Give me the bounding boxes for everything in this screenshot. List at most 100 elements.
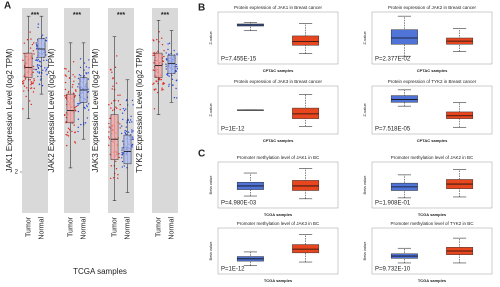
jitter-point <box>42 69 44 71</box>
jitter-point <box>171 84 174 86</box>
jitter-point <box>29 47 32 49</box>
jitter-point <box>156 38 158 41</box>
jitter-point <box>68 77 71 79</box>
chart-title: Protein expression of TYK2 in Breast can… <box>388 79 477 84</box>
jitter-point <box>38 60 41 62</box>
jitter-point <box>32 91 35 93</box>
jitter-point <box>32 65 35 68</box>
jitter-point <box>23 85 26 87</box>
jitter-point <box>163 49 165 52</box>
jitter-point <box>165 59 168 61</box>
jitter-point <box>120 125 123 127</box>
jitter-point <box>165 65 167 68</box>
y-axis-label: JAK3 Expression Level (log2 TPM) <box>91 48 100 172</box>
jitter-point <box>23 42 26 44</box>
jitter-point <box>30 87 33 89</box>
jitter-point <box>119 94 121 96</box>
jitter-point <box>176 97 178 99</box>
jitter-point <box>124 131 126 134</box>
jitter-point <box>67 127 70 130</box>
x-axis-label: CPTAC samples <box>263 68 294 73</box>
jitter-point <box>119 108 121 111</box>
jitter-point <box>167 48 169 51</box>
jitter-point <box>110 177 112 180</box>
jitter-point <box>131 99 134 102</box>
jitter-point <box>109 117 111 119</box>
jitter-point <box>152 52 155 55</box>
jitter-point <box>80 123 82 126</box>
chart-title: Promoter methylation level of JAK3 in BC <box>237 221 320 226</box>
jitter-point <box>74 142 77 144</box>
jitter-point <box>124 129 126 132</box>
jitter-point <box>157 91 159 94</box>
box <box>123 134 132 165</box>
jitter-point <box>41 84 44 87</box>
jitter-point <box>32 50 35 52</box>
jitter-point <box>175 70 178 72</box>
jitter-point <box>37 23 40 25</box>
jitter-point <box>165 63 167 65</box>
jitter-point <box>74 95 77 97</box>
jitter-point <box>79 58 82 60</box>
jitter-point <box>132 130 134 132</box>
jitter-point <box>67 135 70 137</box>
box <box>446 111 474 119</box>
jitter-point <box>37 26 39 28</box>
annotation: P=1E-12 <box>221 267 245 273</box>
jitter-point <box>111 109 114 112</box>
box <box>110 114 119 160</box>
jitter-point <box>36 59 39 62</box>
jitter-point <box>115 160 117 163</box>
jitter-point <box>28 100 31 102</box>
jitter-point <box>77 110 80 113</box>
jitter-point <box>155 88 157 90</box>
jitter-point <box>88 59 90 61</box>
jitter-point <box>37 64 39 66</box>
jitter-point <box>45 70 47 72</box>
annotation: P=4.980E-03 <box>221 201 257 207</box>
jitter-point <box>45 37 48 39</box>
box <box>390 95 418 103</box>
jitter-point <box>84 122 87 124</box>
jitter-point <box>21 80 24 83</box>
jitter-point <box>74 141 76 143</box>
jitter-point <box>26 39 29 41</box>
jitter-point <box>30 38 32 40</box>
jitter-point <box>162 83 165 85</box>
jitter-point <box>36 56 38 59</box>
jitter-point <box>87 78 90 80</box>
jitter-point <box>108 144 110 147</box>
jitter-point <box>87 109 90 111</box>
jitter-point <box>75 105 77 108</box>
jitter-point <box>159 79 161 81</box>
jitter-point <box>161 87 163 89</box>
jitter-point <box>116 55 118 57</box>
jitter-point <box>173 96 176 99</box>
jitter-point <box>37 58 39 61</box>
jitter-point <box>110 107 112 109</box>
jitter-point <box>119 123 121 125</box>
plot-area <box>152 8 178 213</box>
jitter-point <box>32 81 34 83</box>
jitter-point <box>86 104 88 106</box>
jitter-point <box>176 53 178 55</box>
jitter-point <box>161 89 163 91</box>
y-axis-label: TYK2 Expression Level (log2 TPM) <box>135 48 144 173</box>
jitter-point <box>87 72 89 74</box>
jitter-point <box>46 67 48 69</box>
x-axis-label: TCGA samples <box>418 278 447 283</box>
jitter-point <box>68 70 70 72</box>
jitter-point <box>130 115 132 118</box>
jitter-point <box>132 104 134 106</box>
jitter-point <box>171 78 174 80</box>
jitter-point <box>22 83 24 85</box>
jitter-point <box>71 86 74 88</box>
jitter-point <box>74 76 76 78</box>
jitter-point <box>24 78 27 80</box>
jitter-point <box>115 82 118 84</box>
jitter-point <box>31 43 34 46</box>
jitter-point <box>23 52 25 55</box>
jitter-point <box>33 68 35 70</box>
jitter-point <box>131 121 133 123</box>
jitter-point <box>33 78 35 80</box>
